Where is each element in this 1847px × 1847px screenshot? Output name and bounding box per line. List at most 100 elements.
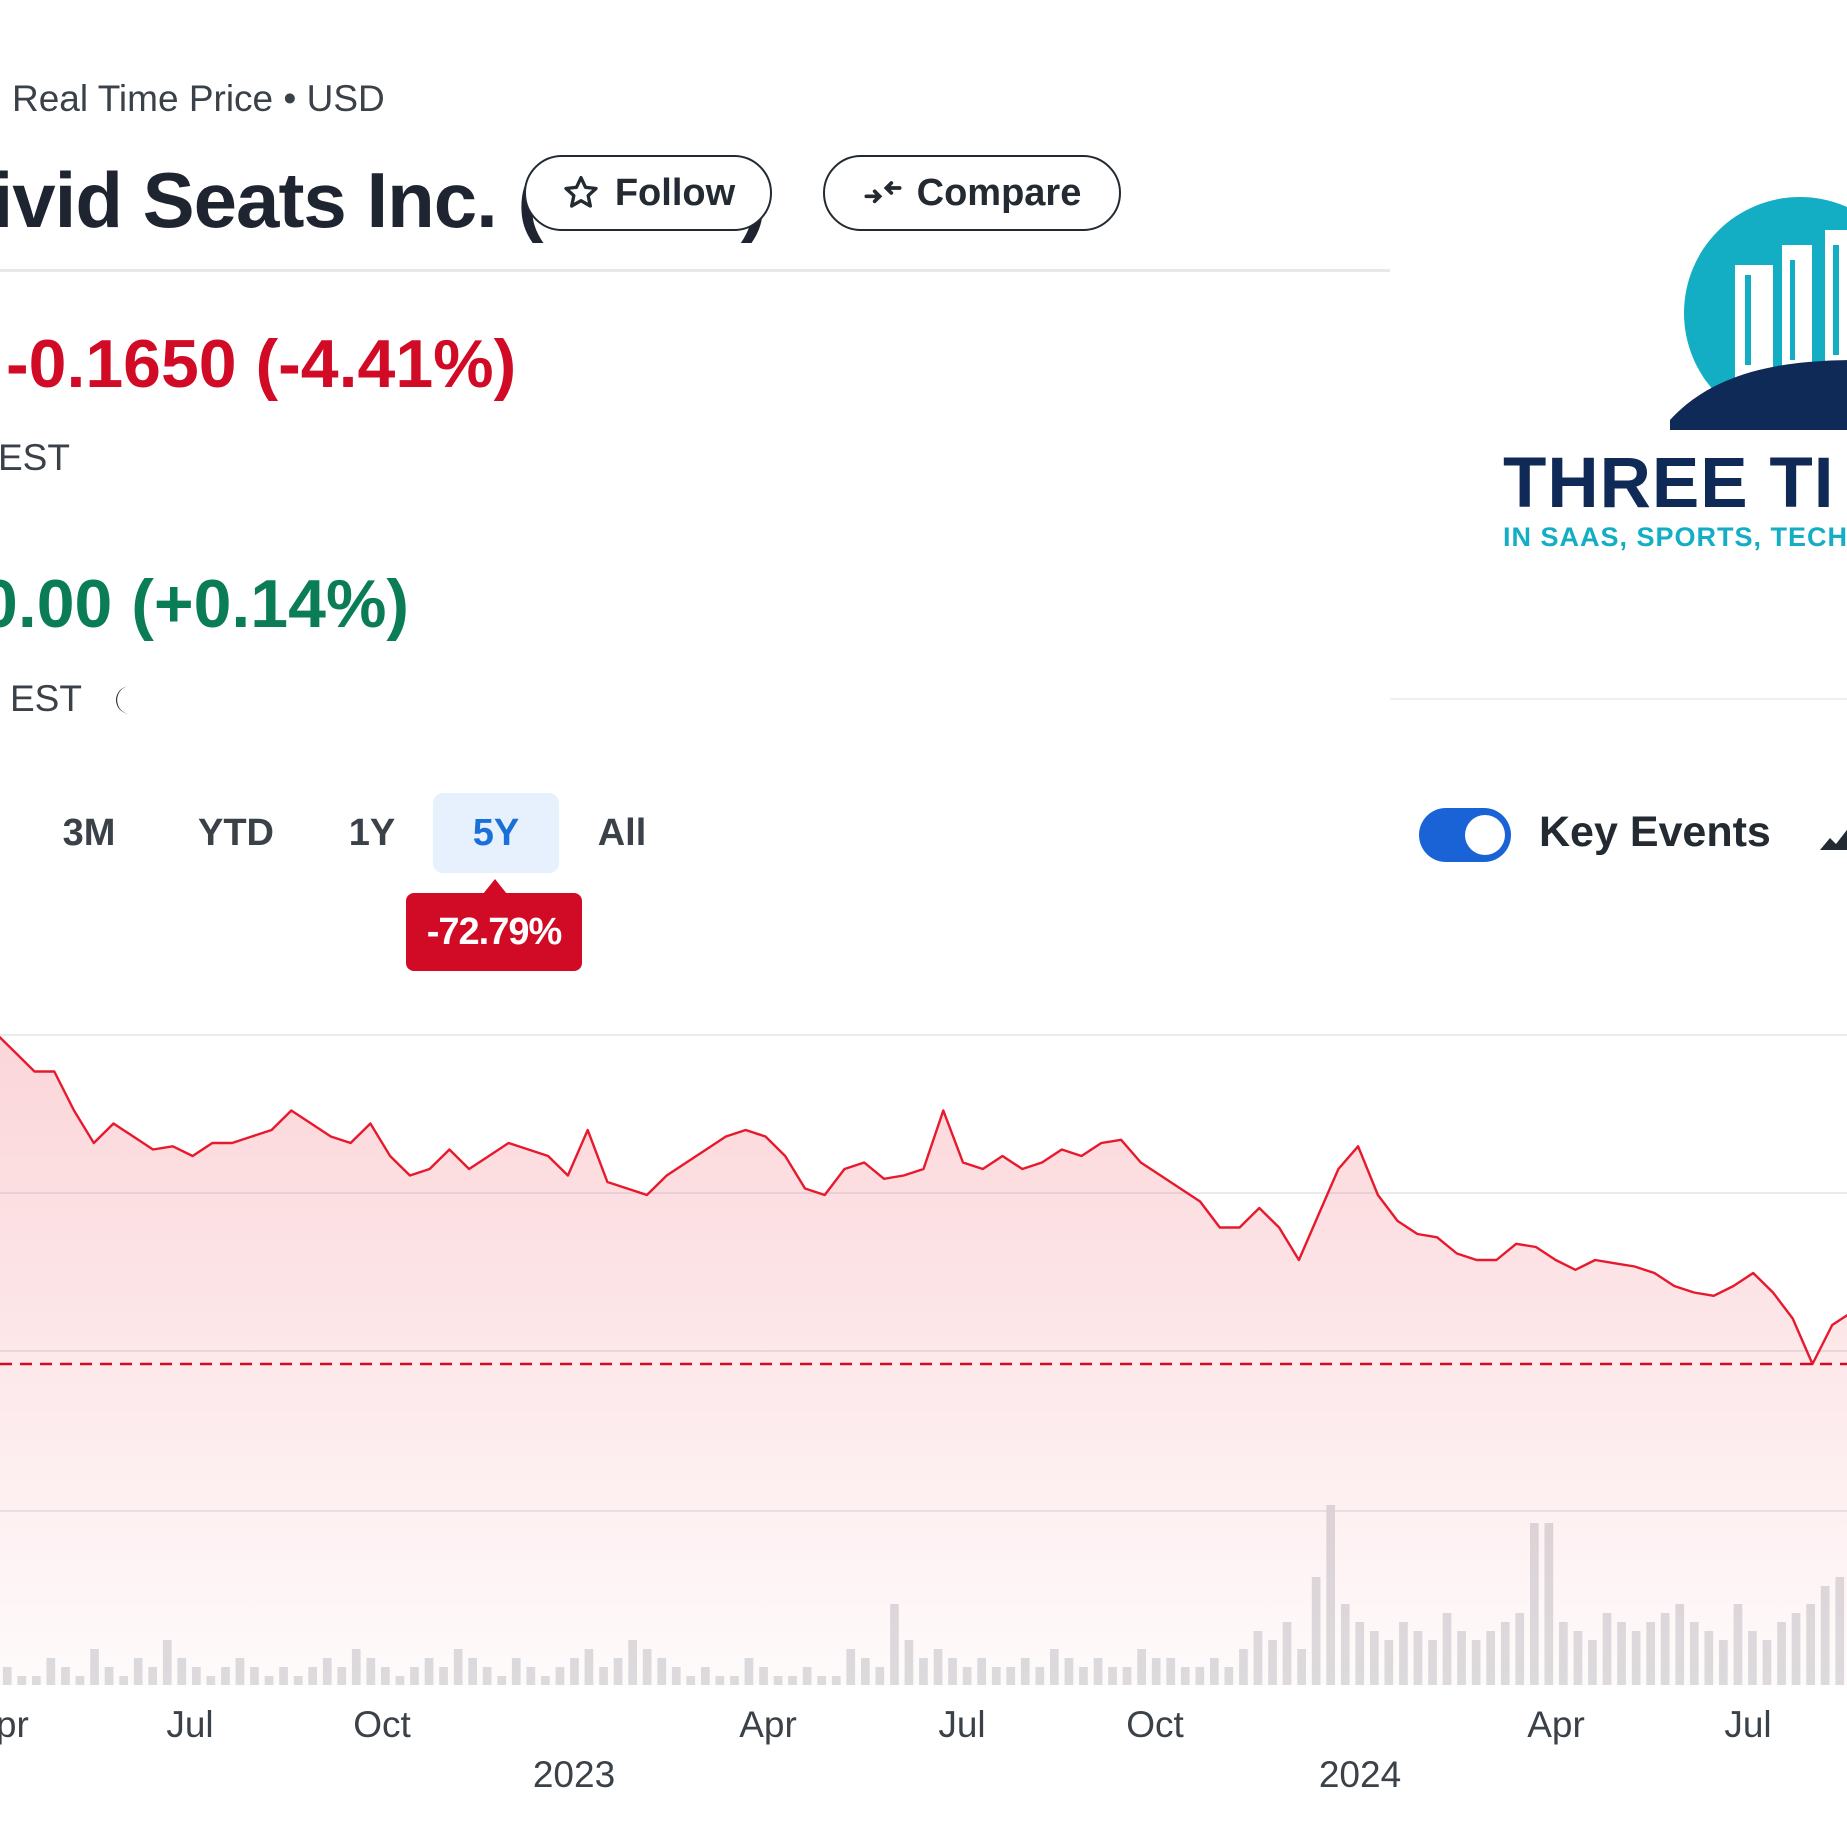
price-change: -0.1650 (-4.41%) bbox=[6, 326, 517, 402]
price-point bbox=[289, 1109, 293, 1113]
price-point bbox=[1060, 1148, 1064, 1152]
price-point bbox=[1613, 1261, 1617, 1265]
price-point bbox=[467, 1167, 471, 1171]
key-events-label: Key Events bbox=[1539, 808, 1771, 856]
price-point bbox=[1001, 1154, 1005, 1158]
price-point bbox=[1830, 1323, 1834, 1327]
price-point bbox=[1652, 1271, 1656, 1275]
price-point bbox=[586, 1128, 590, 1132]
x-year-label: 2024 bbox=[1319, 1754, 1401, 1795]
compare-arrows-icon bbox=[864, 181, 902, 204]
price-point bbox=[1692, 1291, 1696, 1295]
price-point bbox=[250, 1135, 254, 1139]
price-point bbox=[1435, 1235, 1439, 1239]
price-point bbox=[112, 1122, 116, 1126]
price-point bbox=[1119, 1138, 1123, 1142]
tab-3m[interactable]: 3M bbox=[62, 812, 116, 854]
price-point bbox=[33, 1070, 37, 1074]
price-point bbox=[1633, 1265, 1637, 1269]
price-point bbox=[1376, 1193, 1380, 1197]
price-point bbox=[1672, 1284, 1676, 1288]
logo-tagline: IN SAAS, SPORTS, TECH bbox=[1503, 522, 1847, 552]
price-point bbox=[368, 1122, 372, 1126]
price-line bbox=[0, 1035, 1847, 1366]
tab-1y[interactable]: 1Y bbox=[348, 812, 396, 854]
price-point bbox=[1791, 1317, 1795, 1321]
price-point bbox=[941, 1109, 945, 1113]
price-point bbox=[487, 1154, 491, 1158]
logo-wordmark: THREE TI bbox=[1503, 444, 1835, 523]
x-tick-label: Oct bbox=[1126, 1704, 1184, 1745]
price-point bbox=[961, 1161, 965, 1165]
x-tick-label: Apr bbox=[739, 1704, 797, 1745]
x-tick-label: Jul bbox=[938, 1704, 985, 1745]
price-point bbox=[191, 1154, 195, 1158]
price-point bbox=[526, 1148, 530, 1152]
price-point bbox=[922, 1167, 926, 1171]
price-point bbox=[566, 1174, 570, 1178]
price-point bbox=[823, 1193, 827, 1197]
three-ti-logo bbox=[1670, 197, 1847, 430]
mountain-chart-icon[interactable] bbox=[1820, 822, 1847, 852]
price-point bbox=[902, 1174, 906, 1178]
price-point bbox=[1811, 1362, 1815, 1366]
price-point bbox=[704, 1148, 708, 1152]
compare-button[interactable]: Compare bbox=[823, 155, 1121, 231]
price-point bbox=[783, 1154, 787, 1158]
price-point bbox=[1514, 1242, 1518, 1246]
post-market-timestamp: EST bbox=[10, 678, 82, 719]
price-point bbox=[1534, 1245, 1538, 1249]
price-point bbox=[210, 1141, 214, 1145]
price-point bbox=[1317, 1213, 1321, 1217]
price-point bbox=[408, 1174, 412, 1178]
price-point bbox=[764, 1135, 768, 1139]
price-point bbox=[1494, 1258, 1498, 1262]
tab-5y[interactable]: 5Y bbox=[433, 793, 559, 873]
x-tick-label: Jul bbox=[166, 1704, 213, 1745]
price-point bbox=[724, 1135, 728, 1139]
price-point bbox=[151, 1148, 155, 1152]
price-point bbox=[1099, 1141, 1103, 1145]
key-events-toggle[interactable] bbox=[1419, 808, 1511, 862]
price-point bbox=[1198, 1200, 1202, 1204]
range-change-badge: -72.79% bbox=[406, 893, 582, 971]
quote-source-label: Real Time Price • USD bbox=[12, 78, 385, 119]
price-point bbox=[981, 1167, 985, 1171]
x-tick-label: Apr bbox=[0, 1704, 29, 1745]
price-point bbox=[388, 1154, 392, 1158]
price-point bbox=[428, 1167, 432, 1171]
price-point bbox=[665, 1174, 669, 1178]
side-divider bbox=[1390, 698, 1847, 700]
follow-button[interactable]: Follow bbox=[524, 155, 772, 231]
price-point bbox=[72, 1109, 76, 1113]
tab-ytd[interactable]: YTD bbox=[198, 812, 274, 854]
price-point bbox=[507, 1141, 511, 1145]
price-point bbox=[645, 1193, 649, 1197]
moon-icon bbox=[116, 686, 130, 714]
price-point bbox=[1455, 1252, 1459, 1256]
price-point bbox=[1415, 1232, 1419, 1236]
compare-label: Compare bbox=[916, 171, 1082, 214]
price-point bbox=[270, 1128, 274, 1132]
price-point bbox=[1593, 1258, 1597, 1262]
post-market-change: 0.00 (+0.14%) bbox=[0, 566, 410, 642]
price-timestamp: EST bbox=[0, 437, 70, 478]
price-point bbox=[1080, 1154, 1084, 1158]
price-chart[interactable]: Apr Jul Oct Apr Jul Oct Apr Jul 2023 2024 bbox=[0, 1020, 1847, 1820]
price-point bbox=[1159, 1174, 1163, 1178]
price-point bbox=[1020, 1167, 1024, 1171]
price-point bbox=[1732, 1284, 1736, 1288]
tab-all[interactable]: All bbox=[597, 812, 647, 854]
header-divider bbox=[0, 269, 1390, 272]
price-point bbox=[1336, 1167, 1340, 1171]
price-point bbox=[13, 1050, 17, 1054]
price-point bbox=[1573, 1268, 1577, 1272]
price-point bbox=[329, 1135, 333, 1139]
price-point bbox=[1238, 1226, 1242, 1230]
price-point bbox=[309, 1122, 313, 1126]
x-axis-ticks: Apr Jul Oct Apr Jul Oct Apr Jul bbox=[0, 1704, 1772, 1745]
price-point bbox=[1277, 1226, 1281, 1230]
price-point bbox=[230, 1141, 234, 1145]
price-point bbox=[1751, 1271, 1755, 1275]
price-point bbox=[1178, 1187, 1182, 1191]
